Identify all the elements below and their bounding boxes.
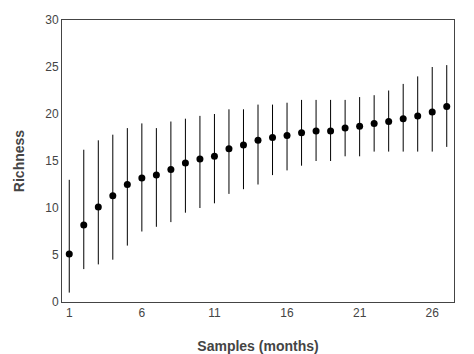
svg-text:5: 5 [52,248,59,262]
svg-text:16: 16 [280,306,294,320]
svg-text:10: 10 [45,201,59,215]
svg-text:15: 15 [45,154,59,168]
svg-text:11: 11 [208,306,221,320]
svg-text:Richness: Richness [11,130,27,192]
svg-text:25: 25 [45,60,59,74]
svg-text:0: 0 [52,295,59,309]
svg-text:21: 21 [353,306,367,320]
svg-text:30: 30 [45,13,59,27]
svg-text:6: 6 [139,306,146,320]
svg-text:20: 20 [45,107,59,121]
svg-text:26: 26 [426,306,440,320]
svg-text:Samples (months): Samples (months) [197,338,318,354]
svg-text:1: 1 [66,306,73,320]
